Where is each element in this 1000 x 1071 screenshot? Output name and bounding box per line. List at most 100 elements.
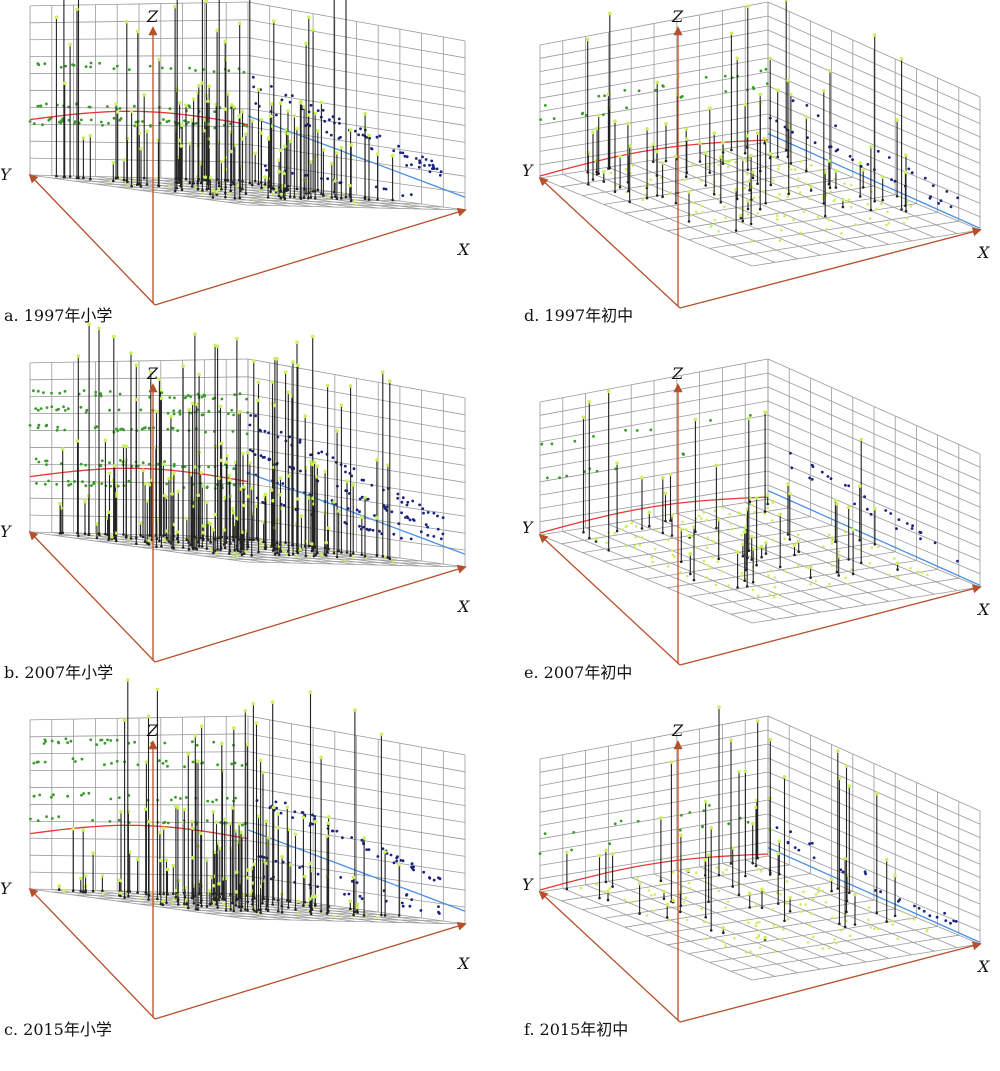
floor-point [609,171,613,175]
wall-point-left [225,796,229,800]
stem-base-point [239,550,242,554]
data-point [847,784,852,788]
stem-base-point [184,177,188,181]
stem-base-point [219,546,223,550]
wall-point-left [164,759,168,763]
stem-base-point [125,179,129,182]
floor-point [682,901,686,904]
wall-point-left [169,67,173,70]
wall-point-left [680,813,683,817]
data-point [679,833,683,838]
wall-point-left [614,467,617,471]
wall-point-right [274,859,278,863]
wall-point-right [321,108,325,112]
wall-point-left [231,430,235,433]
data-point [326,526,331,530]
data-point [397,862,402,867]
trend-curves [539,847,981,943]
floor-point [830,564,834,568]
data-point [719,155,723,159]
data-point [176,805,180,810]
stem-base-point [299,196,302,199]
data-point [647,510,652,515]
floor-point [713,218,716,222]
stem-base-point [196,187,200,191]
floor-point [814,579,817,583]
floor-point [873,927,876,930]
wall-point-right [344,470,347,474]
data-point [163,538,167,543]
stem-base-point [219,548,222,552]
data-point [735,56,739,61]
data-point [222,817,227,822]
floor-gridline [608,523,821,613]
stem-base-point [187,906,190,910]
data-point [747,416,751,421]
floor-point [756,594,760,597]
wall-point-right [378,529,381,533]
floor-point [645,914,649,917]
wall-gridline [29,106,249,110]
data-point [835,502,839,506]
stem-base-point [189,543,193,547]
floor-point [845,199,849,203]
floor-gridline [181,195,400,202]
wall-point-right [408,904,412,908]
wall-point-right [839,868,843,872]
stem-base-point [604,880,608,884]
floor-point [319,553,323,557]
wall-gridline [539,127,769,166]
stem-base-point [233,549,236,552]
floor-gridline [203,198,422,205]
stem-base-point [756,856,759,860]
stem-base-point [731,885,734,888]
data-point [256,814,261,819]
wall-point-right [853,502,856,506]
wall-point-left [169,798,173,802]
wall-point-left [56,425,60,429]
wall-point-left [206,799,210,803]
stem-base-point [160,545,163,548]
data-point [836,749,840,753]
wall-point-left [134,120,138,124]
floor-gridline [585,527,798,617]
data-point [307,496,311,500]
floor-point [738,511,741,515]
wall-point-left [194,121,198,125]
data-point [782,775,787,779]
data-point [310,462,315,467]
floor-gridline [73,889,291,921]
wall-point-right [350,879,354,883]
wall-gridline [29,1,249,7]
data-point [858,161,862,165]
floor-point [809,163,813,167]
stem-base-point [674,201,678,205]
data-point [62,81,67,85]
data-point [62,888,66,893]
stem-base-point [588,536,591,540]
wall-point-left [82,389,86,392]
wall-point-right [396,492,400,496]
wall-point-right [254,102,258,105]
wall-point-right [267,431,270,435]
wall-point-right [355,508,359,512]
stem-base-point [310,908,314,911]
trend-curve-left [539,853,769,891]
floor-gridline [51,175,269,206]
stem-base-point [670,534,674,537]
data-point [703,151,708,155]
stem-base-point [214,538,217,541]
floor-point [828,218,831,222]
floor-point [717,229,720,233]
wall-point-right [251,75,255,79]
stem-base-point [587,182,590,186]
stem-base-point [113,534,116,537]
wall-point-right [263,429,267,433]
floor-point [769,569,773,572]
floor-point [658,883,662,887]
data-point [237,21,242,26]
data-point [760,887,764,891]
stem-base-point [760,906,764,910]
wall-point-right [791,130,794,134]
wall-gridline [767,127,981,218]
